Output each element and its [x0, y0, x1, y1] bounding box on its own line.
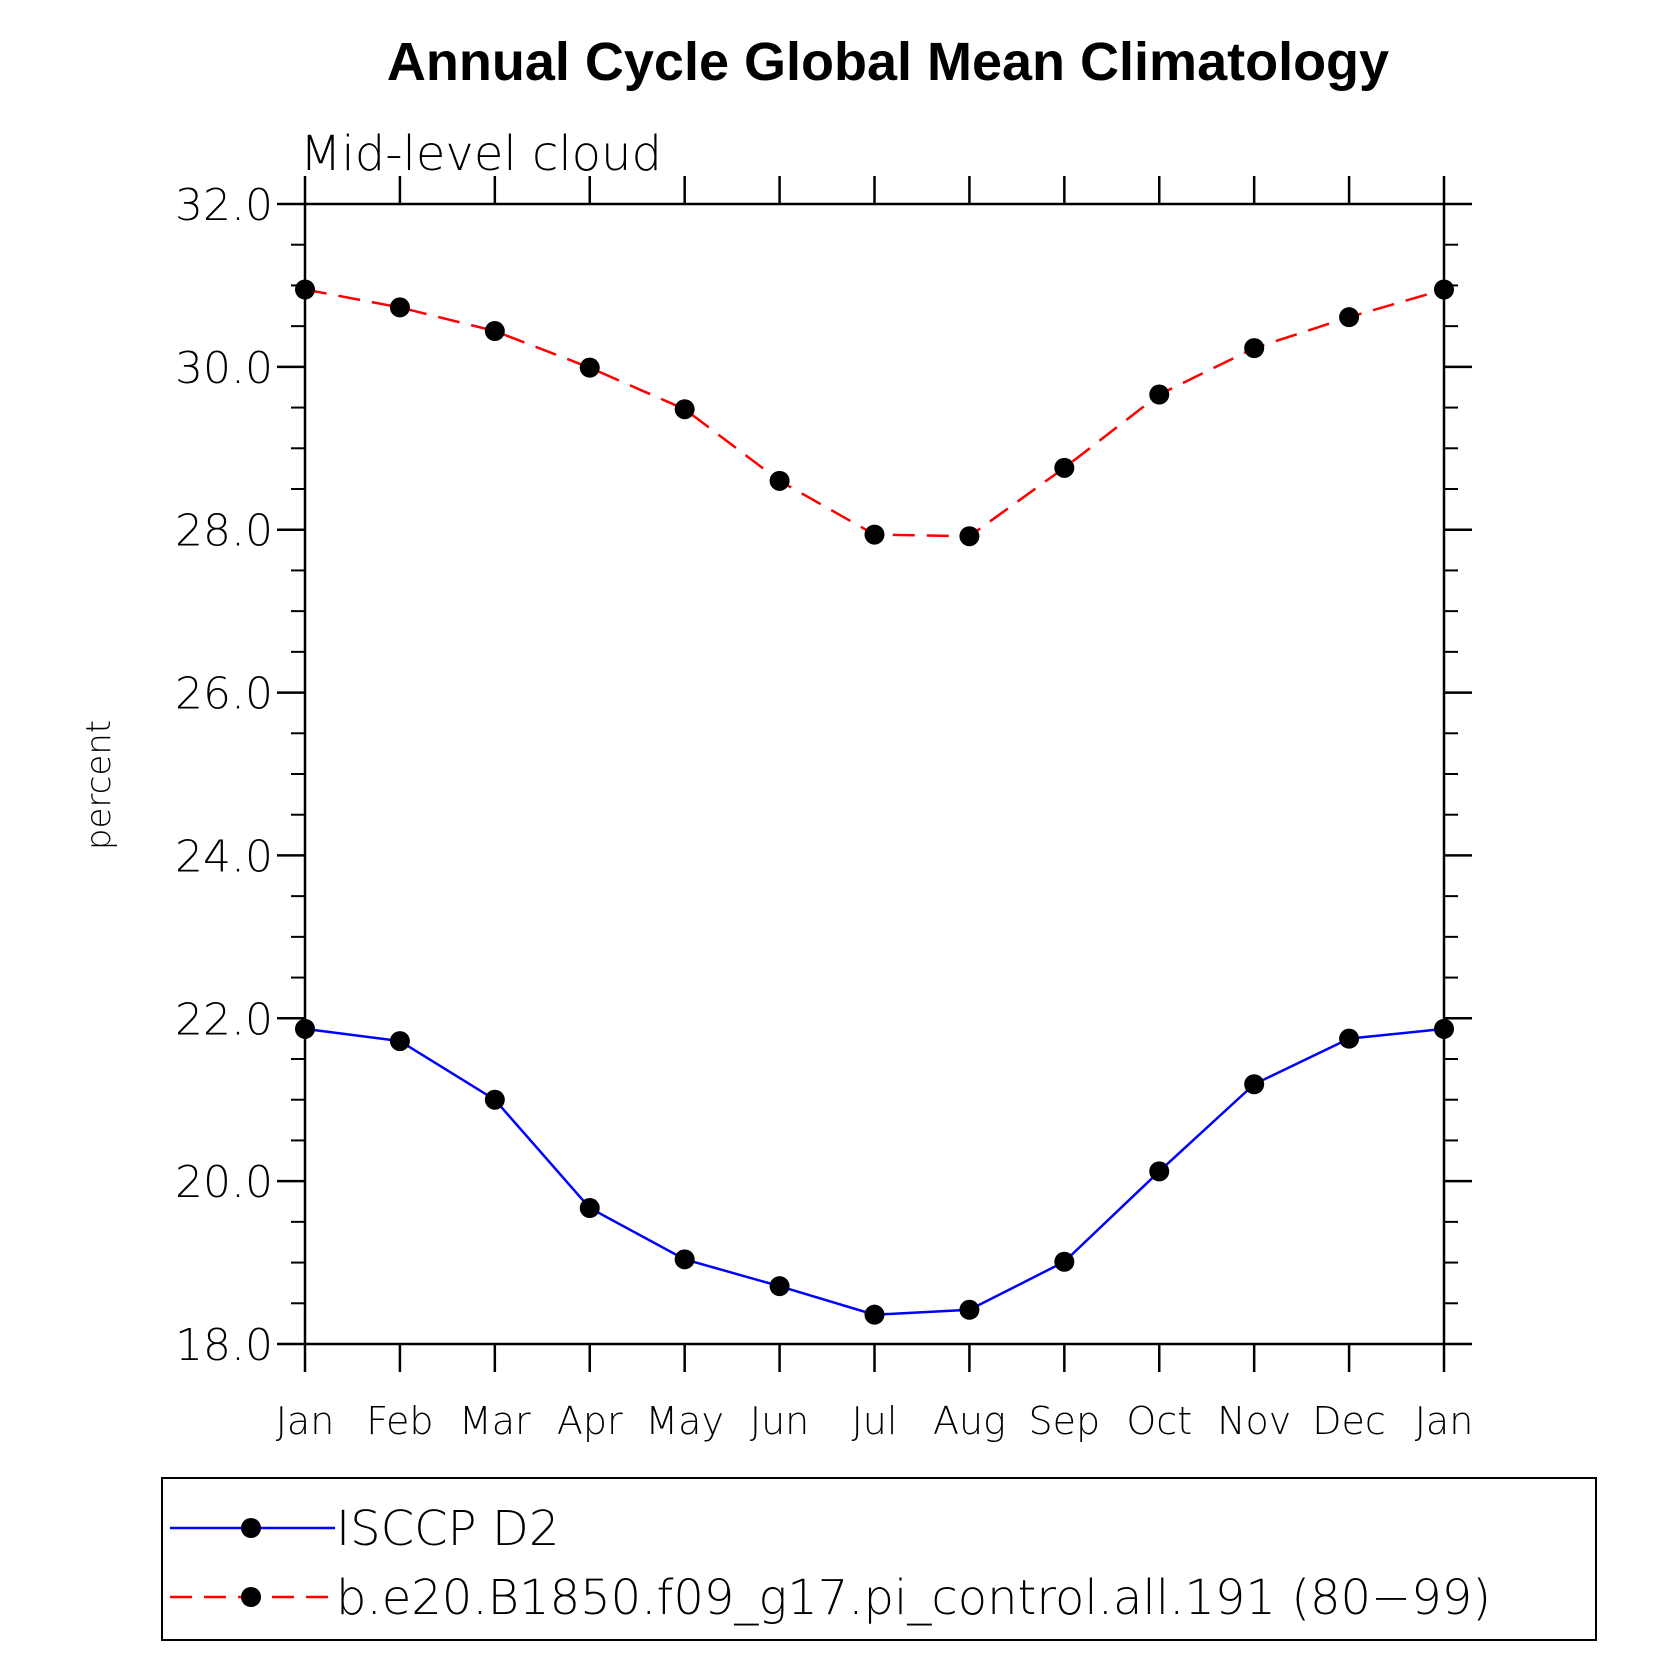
data-point — [389, 297, 410, 318]
legend-marker — [241, 1518, 261, 1538]
data-point — [864, 524, 885, 545]
data-point — [1149, 1161, 1170, 1182]
data-point — [1339, 1028, 1360, 1049]
series-1 — [295, 1018, 1454, 1325]
legend-label: ISCCP D2 — [336, 1501, 559, 1557]
x-tick-label: Jun — [750, 1399, 809, 1443]
data-point — [484, 1089, 505, 1110]
y-tick-label: 30.0 — [175, 343, 273, 394]
y-tick-label: 32.0 — [175, 180, 273, 231]
y-tick-label: 28.0 — [175, 506, 273, 557]
axes: 18.0 20.0 22.0 24.0 26.0 28.0 30.0 32.0 Jan Feb Ma… — [175, 176, 1473, 1443]
data-point — [959, 1299, 980, 1320]
data-point — [295, 1018, 315, 1039]
data-point — [1149, 384, 1170, 405]
data-point — [674, 1249, 695, 1270]
data-point — [389, 1031, 410, 1052]
y-tick-label: 24.0 — [175, 831, 273, 882]
x-tick-label: Jan — [1415, 1399, 1474, 1443]
x-tick-label: Jul — [852, 1399, 898, 1443]
x-tick-label: Jan — [276, 1399, 335, 1443]
y-tick-label: 26.0 — [175, 669, 273, 720]
x-tick-label: Feb — [366, 1399, 433, 1443]
legend: ISCCP D2 b.e20.B1850.f09_g17.pi_control.a… — [161, 1477, 1597, 1641]
y-axis-label: percent — [79, 720, 119, 850]
x-tick-label: Oct — [1126, 1399, 1192, 1443]
x-tick-label: Nov — [1217, 1399, 1291, 1443]
data-point — [674, 399, 695, 420]
x-tick-label: Mar — [459, 1399, 531, 1443]
series-line — [304, 1027, 1445, 1316]
plot-frame — [303, 202, 1446, 1346]
data-point — [579, 1198, 600, 1219]
series-line — [304, 288, 1445, 538]
legend-label: b.e20.B1850.f09_g17.pi_control.all.191 (… — [336, 1570, 1491, 1626]
legend-marker — [241, 1587, 261, 1607]
chart-subtitle: Mid-level cloud — [300, 126, 662, 182]
data-point — [769, 1276, 790, 1297]
data-point — [484, 321, 505, 342]
data-point — [1054, 457, 1075, 478]
data-point — [1244, 1074, 1265, 1095]
data-point — [295, 279, 315, 300]
data-point — [1244, 338, 1265, 359]
data-point — [959, 526, 980, 547]
x-tick-label: Aug — [933, 1399, 1006, 1443]
x-tick-label: Apr — [557, 1399, 623, 1443]
x-tick-label: Dec — [1312, 1399, 1386, 1443]
data-point — [1434, 1018, 1454, 1039]
data-point — [1339, 307, 1360, 328]
data-point — [1434, 279, 1454, 300]
legend-box — [161, 1477, 1597, 1641]
y-tick-label: 18.0 — [175, 1320, 273, 1371]
y-tick-label: 22.0 — [175, 994, 273, 1045]
series-layer — [295, 279, 1454, 1325]
data-point — [864, 1304, 885, 1325]
x-tick-label: Sep — [1029, 1399, 1101, 1443]
x-tick-label: May — [645, 1399, 724, 1443]
series-2 — [295, 279, 1454, 547]
y-tick-label: 20.0 — [175, 1157, 273, 1208]
data-point — [769, 470, 790, 491]
data-point — [579, 357, 600, 378]
data-point — [1054, 1251, 1075, 1272]
chart-title: Annual Cycle Global Mean Climatology — [387, 32, 1389, 92]
